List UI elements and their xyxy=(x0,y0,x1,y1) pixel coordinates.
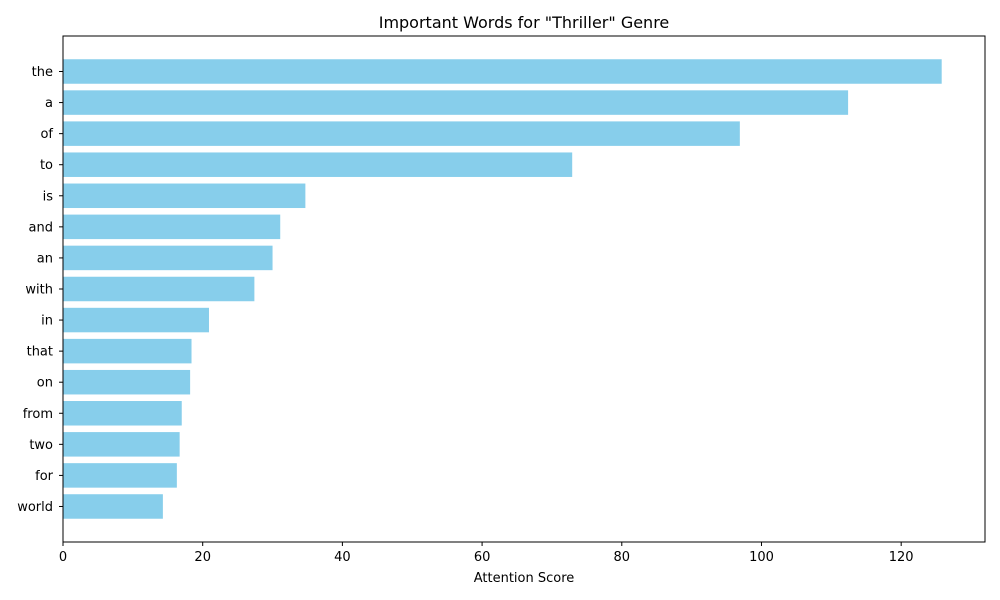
x-tick-label: 100 xyxy=(749,550,774,565)
y-tick-label: on xyxy=(37,376,53,391)
bar-of xyxy=(63,121,740,146)
bars-layer xyxy=(63,59,942,519)
y-tick-label: and xyxy=(29,220,53,235)
chart-title: Important Words for "Thriller" Genre xyxy=(379,13,670,32)
bar-world xyxy=(63,494,163,519)
bar-from xyxy=(63,401,182,426)
y-tick-label: from xyxy=(23,407,53,422)
x-axis-ticks: 0 20 40 60 80 100 120 xyxy=(59,542,914,565)
x-tick-label: 120 xyxy=(889,550,914,565)
bar-for xyxy=(63,463,177,488)
bar-with xyxy=(63,276,255,302)
bar-two xyxy=(63,432,180,457)
bar-to xyxy=(63,152,573,177)
y-tick-label: is xyxy=(43,189,54,204)
bar-that xyxy=(63,338,192,364)
bar-is xyxy=(63,183,306,209)
x-axis-title: Attention Score xyxy=(474,571,575,586)
bar-in xyxy=(63,307,209,333)
y-tick-label: two xyxy=(29,438,53,453)
y-tick-label: with xyxy=(25,282,53,297)
bar-on xyxy=(63,369,191,395)
bar-an xyxy=(63,245,273,271)
x-tick-label: 60 xyxy=(474,550,491,565)
y-tick-label: to xyxy=(40,158,53,173)
bar-a xyxy=(63,90,849,115)
y-axis-ticks: the a of to is and an with in that on from two for wor… xyxy=(17,65,63,515)
x-tick-label: 40 xyxy=(334,550,351,565)
y-tick-label: of xyxy=(40,127,53,142)
y-tick-label: for xyxy=(35,469,54,484)
axes-frame xyxy=(62,35,986,543)
y-tick-label: the xyxy=(32,65,53,80)
x-tick-label: 80 xyxy=(614,550,631,565)
bar-and xyxy=(63,214,281,240)
y-tick-label: an xyxy=(37,251,53,266)
y-tick-label: world xyxy=(17,500,53,515)
y-tick-label: a xyxy=(45,96,53,111)
x-tick-label: 20 xyxy=(194,550,211,565)
bar-the xyxy=(63,59,942,84)
y-tick-label: that xyxy=(27,345,53,360)
y-tick-label: in xyxy=(41,314,53,329)
x-tick-label: 0 xyxy=(59,550,67,565)
